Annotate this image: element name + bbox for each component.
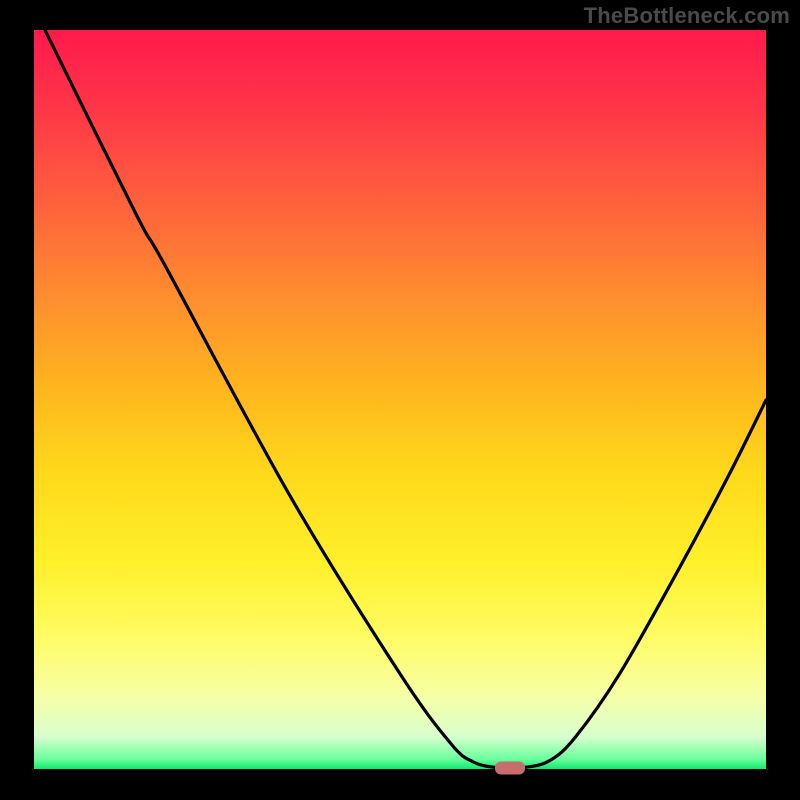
bottleneck-plot bbox=[0, 0, 800, 800]
watermark-text: TheBottleneck.com bbox=[584, 3, 790, 29]
optimum-marker bbox=[495, 761, 525, 774]
plot-background bbox=[34, 30, 766, 770]
chart-container: TheBottleneck.com bbox=[0, 0, 800, 800]
